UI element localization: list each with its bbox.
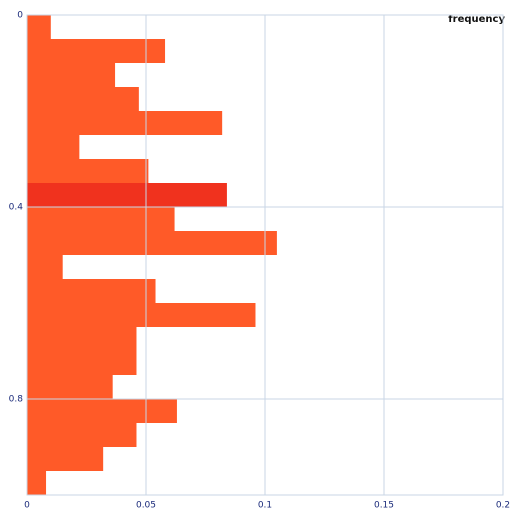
y-tick-label: 0.4 [9, 203, 24, 213]
bar [27, 111, 223, 135]
chart-title: frequency [448, 14, 505, 25]
x-tick-label: 0.1 [258, 501, 272, 511]
x-tick-label: 0 [24, 501, 30, 511]
x-tick-label: 0.2 [496, 501, 510, 511]
bar [27, 375, 113, 399]
bar [27, 423, 137, 447]
bar [27, 303, 256, 327]
y-tick-label: 0.8 [9, 395, 24, 405]
bar [27, 255, 63, 279]
bar [27, 39, 166, 63]
plot-frame [26, 14, 504, 496]
bar [27, 471, 47, 495]
bar [27, 327, 137, 351]
bar [27, 183, 227, 207]
bar [27, 159, 149, 183]
bar [27, 231, 277, 255]
x-tick-label: 0.05 [136, 501, 156, 511]
bar [27, 207, 175, 231]
y-tick-label: 0 [17, 11, 23, 21]
bar [27, 279, 156, 303]
bar [27, 63, 116, 87]
bar [27, 135, 80, 159]
bar [27, 399, 177, 423]
bar [27, 15, 51, 39]
bar [27, 351, 137, 375]
bar [27, 87, 139, 111]
bar [27, 447, 104, 471]
x-tick-label: 0.15 [374, 501, 394, 511]
